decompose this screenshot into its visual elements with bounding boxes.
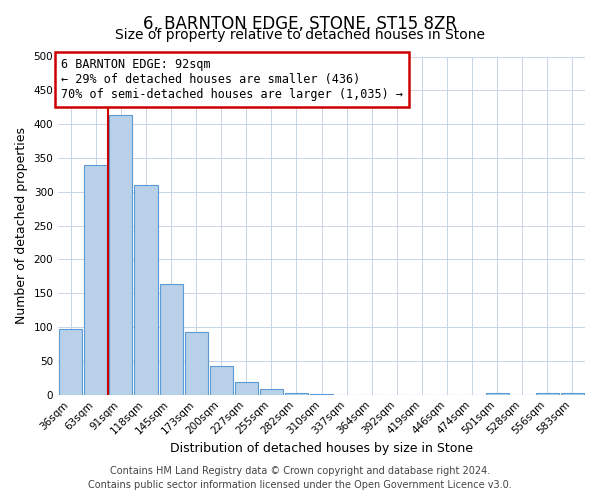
Text: Size of property relative to detached houses in Stone: Size of property relative to detached ho… [115,28,485,42]
Text: 6 BARNTON EDGE: 92sqm
← 29% of detached houses are smaller (436)
70% of semi-det: 6 BARNTON EDGE: 92sqm ← 29% of detached … [61,58,403,101]
Bar [160,284,182,395]
Bar [285,392,308,394]
Y-axis label: Number of detached properties: Number of detached properties [15,127,28,324]
X-axis label: Distribution of detached houses by size in Stone: Distribution of detached houses by size … [170,442,473,455]
Bar [134,185,158,394]
Bar [84,164,107,394]
Text: 6, BARNTON EDGE, STONE, ST15 8ZR: 6, BARNTON EDGE, STONE, ST15 8ZR [143,15,457,33]
Bar [260,390,283,394]
Bar [235,382,258,394]
Bar [109,116,133,394]
Bar [209,366,233,394]
Text: Contains HM Land Registry data © Crown copyright and database right 2024.
Contai: Contains HM Land Registry data © Crown c… [88,466,512,490]
Bar [59,329,82,394]
Bar [185,332,208,394]
